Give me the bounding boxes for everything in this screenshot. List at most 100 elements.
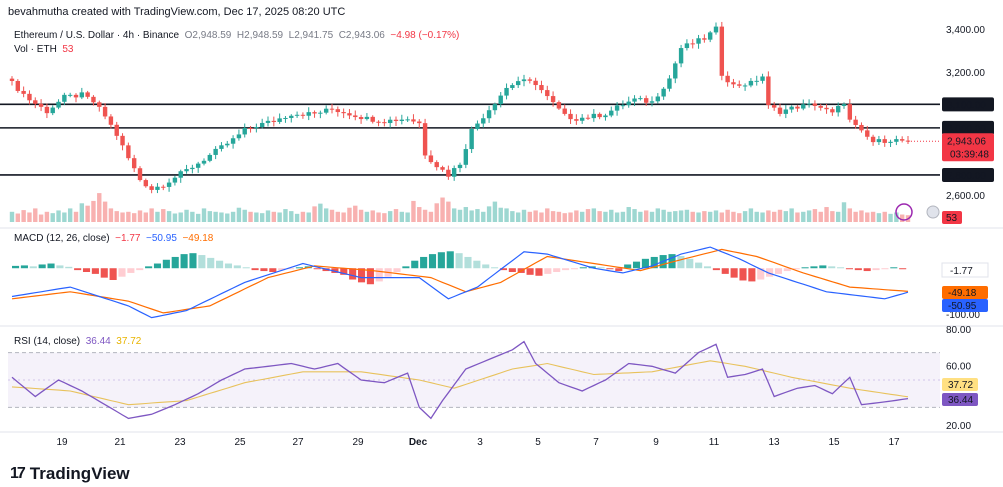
volume-bar <box>562 213 567 222</box>
macd-histogram-bar <box>82 268 91 272</box>
macd-histogram-bar <box>703 266 712 269</box>
candle <box>155 186 160 190</box>
time-axis-tick: 13 <box>768 437 780 448</box>
volume-bar <box>603 211 608 222</box>
candle <box>498 95 503 105</box>
macd-histogram-bar <box>837 267 845 269</box>
macd-histogram-bar <box>757 268 765 280</box>
candle <box>638 98 643 100</box>
volume-bar <box>463 207 469 222</box>
macd-histogram-bar <box>136 268 144 271</box>
candle <box>172 177 178 183</box>
candle <box>789 106 794 110</box>
macd-histogram-bar <box>357 268 366 283</box>
macd-histogram-bar <box>482 264 490 269</box>
candle <box>428 155 434 163</box>
macd-histogram-bar <box>562 268 570 271</box>
macd-histogram-bar <box>109 268 117 280</box>
macd-histogram-bar <box>269 268 277 272</box>
macd-histogram-bar <box>632 261 641 269</box>
volume-bar <box>643 210 649 222</box>
candle <box>539 85 544 91</box>
volume-bar <box>806 210 812 222</box>
candle <box>835 105 841 113</box>
candle <box>102 106 108 117</box>
candle <box>626 101 631 106</box>
macd-histogram-bar <box>127 268 135 273</box>
candle <box>114 124 119 136</box>
candle <box>73 94 79 98</box>
volume-bar <box>248 211 253 222</box>
time-axis-tick: 19 <box>56 437 68 448</box>
volume-bar <box>673 211 678 222</box>
volume-bar <box>527 211 533 222</box>
volume-bar <box>556 211 562 222</box>
macd-histogram-bar <box>331 268 339 273</box>
macd-histogram-bar <box>508 268 516 272</box>
rsi-line <box>11 340 909 420</box>
macd-histogram-bar <box>641 258 649 269</box>
candle <box>806 103 812 105</box>
candle <box>358 117 364 120</box>
candle <box>21 90 26 94</box>
volume-legend: Vol · ETH 53 <box>14 44 73 55</box>
macd-histogram-bar <box>845 268 853 270</box>
macd-histogram-bar <box>730 268 738 278</box>
volume-bar <box>417 207 422 222</box>
macd-histogram-bar <box>721 268 729 274</box>
volume-bar <box>376 212 381 222</box>
volume-bar <box>347 207 352 222</box>
candle <box>97 102 102 107</box>
macd-histogram-bar <box>47 263 55 269</box>
volume-bar <box>9 211 15 222</box>
symbol-name: Ethereum / U.S. Dollar · 4h · Binance <box>14 30 180 41</box>
candle <box>85 92 90 97</box>
volume-bar <box>102 201 108 222</box>
volume-bar <box>335 211 341 222</box>
candle <box>719 26 725 76</box>
macd-label: MACD (12, 26, close) <box>14 233 110 244</box>
time-axis-tick: Dec <box>409 437 428 448</box>
candle <box>236 134 242 139</box>
macd-histogram-bar <box>251 268 259 271</box>
volume-bar <box>731 211 736 222</box>
candle <box>620 105 626 107</box>
macd-histogram-bar <box>393 268 401 272</box>
volume-bar <box>265 210 271 222</box>
volume-bar <box>126 211 131 222</box>
volume-bar <box>591 208 597 222</box>
volume-bar <box>498 207 503 222</box>
candle <box>422 123 428 156</box>
candle <box>865 130 870 137</box>
volume-bar <box>899 214 905 222</box>
volume-bar <box>79 203 85 222</box>
volume-bar <box>271 211 277 222</box>
volume-bar <box>166 211 172 222</box>
candle <box>289 115 294 118</box>
volume-bar <box>760 212 765 222</box>
candle <box>225 143 230 146</box>
rsi-value: 36.44 <box>85 336 111 347</box>
macd-histogram-bar <box>29 266 37 269</box>
volume-bar <box>841 202 847 222</box>
macd-histogram-bar <box>774 268 783 274</box>
volume-bar <box>894 212 899 222</box>
volume-bar <box>696 212 701 222</box>
candle <box>131 158 137 169</box>
macd-histogram-bar <box>766 268 774 277</box>
macd-histogram-bar <box>162 259 170 269</box>
candle <box>766 76 771 106</box>
candle <box>754 80 759 82</box>
volume-bar <box>85 205 90 222</box>
current-price-badge <box>942 133 994 162</box>
volume-bar <box>387 211 393 222</box>
volume-bar <box>405 212 410 222</box>
candle <box>777 107 783 114</box>
tradingview-logo-mark: 17 <box>10 465 26 482</box>
macd-histogram-bar <box>464 256 472 269</box>
ohlc-close: C2,943.06 <box>338 30 385 41</box>
price-change: −4.98 (−0.17%) <box>390 30 460 41</box>
volume-bar <box>684 209 690 222</box>
macd-histogram-bar <box>872 268 880 271</box>
